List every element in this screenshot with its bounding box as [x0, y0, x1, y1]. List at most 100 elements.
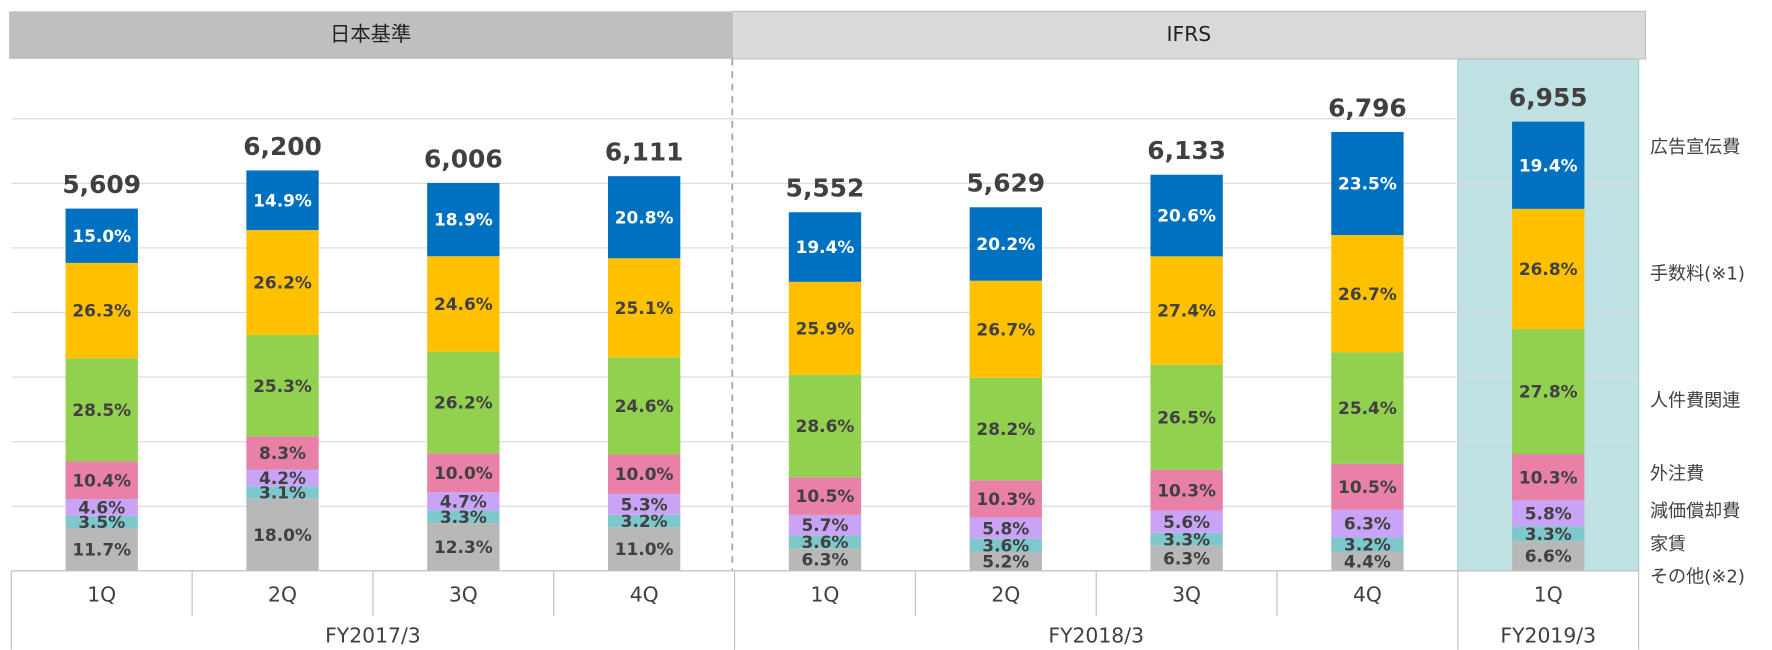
data-label: 6.3% — [1344, 514, 1391, 534]
bar-segment — [1331, 352, 1404, 464]
data-label: 20.6% — [1157, 206, 1216, 226]
legend-label: 減価償却費 — [1650, 501, 1740, 522]
data-label: 11.0% — [615, 539, 674, 559]
data-label: 27.8% — [1519, 382, 1578, 402]
data-label: 25.1% — [615, 298, 674, 318]
data-label: 24.6% — [434, 294, 493, 314]
header-label: IFRS — [1167, 22, 1212, 46]
bar-segment — [1331, 551, 1404, 571]
data-label: 28.2% — [976, 419, 1035, 439]
bar-segment — [427, 182, 500, 257]
x-tick-label: 1Q — [811, 583, 840, 607]
data-label: 11.7% — [72, 540, 131, 560]
data-label: 5.7% — [801, 515, 848, 535]
data-label: 19.4% — [1519, 155, 1578, 175]
bar-segment — [788, 514, 862, 536]
total-label: 5,629 — [966, 169, 1045, 198]
bar-segment — [969, 551, 1042, 571]
total-label: 5,552 — [786, 174, 865, 203]
data-label: 10.3% — [1519, 467, 1578, 487]
bar-segment — [246, 486, 319, 499]
x-tick-label: 2Q — [268, 583, 297, 607]
data-label: 5.8% — [1525, 503, 1572, 523]
data-label: 10.0% — [615, 464, 674, 484]
total-label: 6,006 — [424, 144, 503, 173]
bar-segment — [788, 374, 862, 478]
data-label: 19.4% — [796, 237, 855, 257]
data-label: 6.3% — [801, 550, 848, 570]
data-label: 3.1% — [259, 483, 306, 503]
data-label: 18.0% — [253, 525, 312, 545]
data-label: 10.3% — [1157, 480, 1216, 500]
data-label: 25.3% — [253, 376, 312, 396]
x-tick-label: 2Q — [991, 583, 1020, 607]
data-label: 6.6% — [1525, 546, 1572, 566]
data-label: 4.7% — [440, 491, 487, 511]
data-label: 24.6% — [615, 396, 674, 416]
legend-label: 人件費関連 — [1650, 390, 1740, 411]
header-box — [731, 10, 1646, 60]
bar-segment — [1512, 500, 1585, 527]
data-label: 10.0% — [434, 463, 493, 483]
data-label: 8.3% — [259, 443, 306, 463]
bar-segment — [607, 514, 681, 528]
bar-segment — [1150, 174, 1223, 257]
bar-segment — [246, 334, 319, 437]
x-tick-label: 4Q — [1353, 583, 1382, 607]
bar-segment — [1512, 208, 1585, 330]
data-label: 26.7% — [976, 319, 1035, 339]
bar-segment — [1512, 121, 1585, 209]
data-label: 10.4% — [72, 470, 131, 490]
data-label: 28.5% — [72, 400, 131, 420]
group-label: FY2017/3 — [325, 623, 421, 647]
bar-segment — [788, 548, 862, 571]
bar-segment — [1512, 329, 1585, 455]
bar-segment — [1331, 463, 1404, 510]
bar-segment — [1331, 537, 1404, 552]
bar-segment — [427, 351, 500, 454]
x-tick-label: 1Q — [87, 583, 116, 607]
header-box — [9, 11, 733, 59]
data-label: 3.3% — [1525, 524, 1572, 544]
total-label: 6,111 — [605, 138, 684, 167]
bar-segment — [607, 357, 681, 455]
data-label: 4.2% — [259, 468, 306, 488]
bar-segment — [1150, 256, 1223, 365]
legend-label: 外注費 — [1650, 464, 1704, 485]
bar-segment — [427, 510, 500, 524]
data-label: 26.5% — [1157, 407, 1216, 427]
legend-label: 家賃 — [1650, 534, 1686, 555]
data-label: 4.4% — [1344, 551, 1391, 571]
data-label: 4.6% — [78, 498, 125, 518]
bar-segment — [1331, 509, 1404, 538]
group-label: FY2019/3 — [1500, 623, 1596, 647]
bar-segment — [969, 207, 1042, 281]
total-label: 6,200 — [243, 132, 322, 161]
bar-segment — [427, 492, 500, 511]
data-label: 5.8% — [982, 518, 1029, 538]
bar-segment — [1331, 131, 1404, 236]
bar-segment — [969, 538, 1042, 552]
bar-segment — [1512, 526, 1585, 542]
data-label: 26.8% — [1519, 259, 1578, 279]
bar-segment — [1512, 454, 1585, 501]
data-label: 10.5% — [796, 486, 855, 506]
data-label: 27.4% — [1157, 301, 1216, 321]
bar-segment — [607, 527, 681, 571]
data-label: 3.2% — [1344, 535, 1391, 555]
bar-segment — [969, 517, 1042, 539]
bar-segment — [246, 498, 319, 571]
bar-segment — [788, 212, 862, 282]
bar-segment — [246, 436, 319, 470]
x-tick-label: 4Q — [630, 583, 659, 607]
bar-segment — [969, 480, 1042, 518]
bar-segment — [65, 358, 138, 462]
bar-segment — [788, 281, 862, 375]
data-label: 15.0% — [72, 226, 131, 246]
data-label: 18.9% — [434, 210, 493, 230]
bar-segment — [65, 528, 138, 571]
bar-segment — [1150, 469, 1223, 511]
bar-segment — [65, 499, 138, 516]
data-label: 14.9% — [253, 190, 312, 210]
